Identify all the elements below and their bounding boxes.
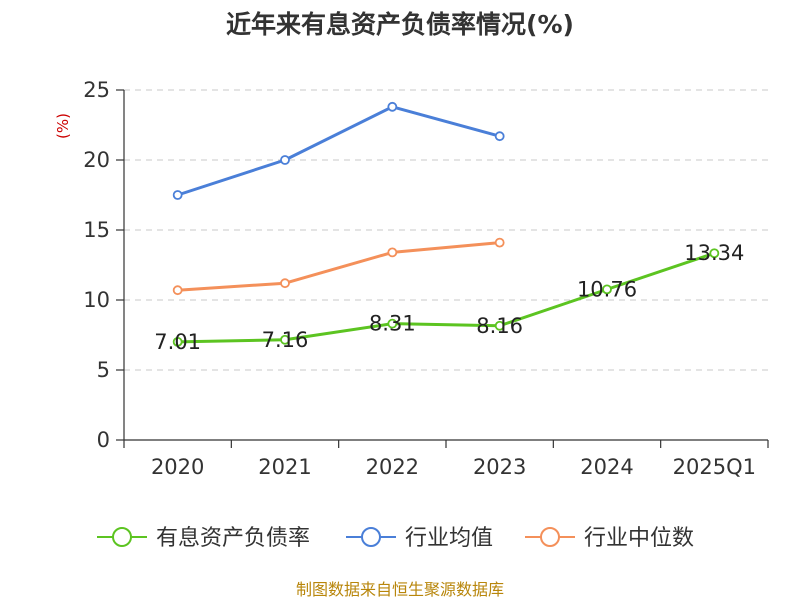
y-tick-label: 5	[97, 358, 110, 382]
legend-label: 有息资产负债率	[156, 526, 310, 551]
y-tick-label: 20	[83, 148, 110, 172]
x-tick-label: 2025Q1	[673, 455, 756, 479]
data-label: 10.76	[577, 277, 637, 301]
data-point	[494, 237, 505, 248]
y-axis-unit: (%)	[54, 113, 72, 139]
data-label: 13.34	[684, 241, 744, 265]
data-label: 7.16	[262, 328, 309, 352]
data-point	[387, 318, 398, 329]
data-point	[172, 336, 183, 347]
x-tick-label: 2022	[366, 455, 419, 479]
y-tick-label: 25	[83, 78, 110, 102]
data-point	[172, 190, 183, 200]
data-point	[280, 334, 290, 345]
grid-lines	[124, 89, 768, 371]
series-layer	[172, 101, 720, 347]
data-point	[494, 131, 505, 142]
legend-label: 行业中位数	[584, 526, 694, 551]
x-tick-label: 2023	[473, 455, 526, 479]
y-tick-label: 10	[83, 288, 110, 312]
data-label: 8.16	[476, 314, 523, 338]
data-labels: 7.01 7.16 8.31 8.16 10.76 13.34	[154, 241, 744, 354]
y-tick-label: 0	[97, 428, 110, 452]
data-point	[280, 278, 290, 289]
data-point	[602, 284, 612, 295]
y-tick-label: 15	[83, 218, 110, 242]
data-point	[387, 101, 398, 112]
legend-marker	[540, 527, 560, 547]
data-point	[280, 155, 290, 165]
data-point	[709, 248, 720, 259]
chart-title: 近年来有息资产负债率情况(%)	[226, 10, 574, 39]
legend: 有息资产负债率 行业均值 行业中位数	[97, 526, 694, 551]
data-point	[387, 247, 398, 258]
legend-marker	[361, 527, 381, 547]
legend-marker	[112, 527, 132, 547]
series-line	[177, 241, 500, 292]
data-point	[172, 285, 183, 296]
series-line	[177, 105, 501, 197]
data-label: 7.01	[154, 330, 201, 354]
data-point	[494, 320, 505, 331]
x-tick-label: 2020	[151, 455, 204, 479]
data-label: 8.31	[369, 312, 416, 336]
axes: 0 5 10 15 20 25 2020 2021 2022 2023 2024 2025Q1	[83, 78, 769, 479]
legend-label: 行业均值	[405, 526, 493, 551]
series-line	[177, 251, 715, 344]
x-tick-label: 2024	[580, 455, 633, 479]
x-tick-label: 2021	[258, 455, 311, 479]
source-note: 制图数据来自恒生聚源数据库	[296, 580, 504, 599]
